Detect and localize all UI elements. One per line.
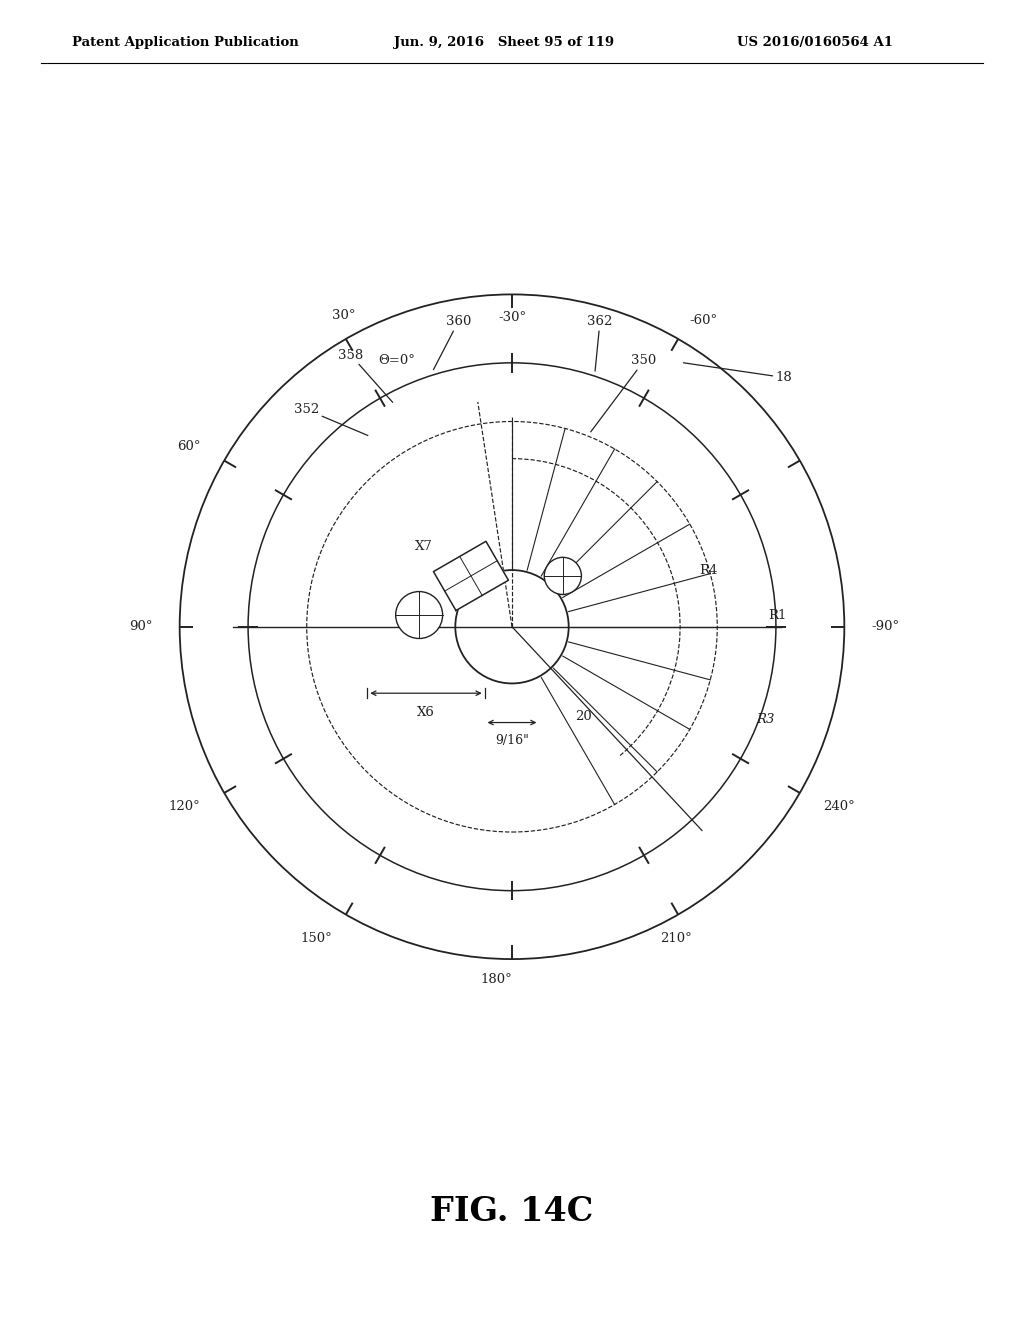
Text: -30°: -30° <box>498 310 526 323</box>
Text: 210°: 210° <box>660 932 692 945</box>
Circle shape <box>545 557 582 594</box>
Text: US 2016/0160564 A1: US 2016/0160564 A1 <box>737 36 893 49</box>
Text: 20: 20 <box>575 710 592 723</box>
Text: Jun. 9, 2016   Sheet 95 of 119: Jun. 9, 2016 Sheet 95 of 119 <box>394 36 614 49</box>
Text: 352: 352 <box>294 403 368 436</box>
Text: 120°: 120° <box>169 800 201 813</box>
Text: Patent Application Publication: Patent Application Publication <box>72 36 298 49</box>
Text: 150°: 150° <box>300 932 332 945</box>
Text: 360: 360 <box>433 315 471 370</box>
Circle shape <box>395 591 442 639</box>
Text: 90°: 90° <box>129 620 153 634</box>
Text: 240°: 240° <box>823 800 855 813</box>
Text: Θ=0°: Θ=0° <box>378 354 415 367</box>
Text: -90°: -90° <box>871 620 900 634</box>
Text: 358: 358 <box>338 348 392 403</box>
Text: 30°: 30° <box>332 309 355 322</box>
Text: FIG. 14C: FIG. 14C <box>430 1195 594 1228</box>
Text: 350: 350 <box>591 354 656 432</box>
Text: 60°: 60° <box>177 441 201 453</box>
Text: 18: 18 <box>683 363 793 384</box>
Text: R1: R1 <box>768 609 786 622</box>
Text: -60°: -60° <box>689 314 717 327</box>
Text: 9/16": 9/16" <box>495 734 529 747</box>
Text: 362: 362 <box>588 315 612 371</box>
Text: X6: X6 <box>417 706 435 719</box>
Text: R3: R3 <box>757 713 775 726</box>
Text: X7: X7 <box>415 540 433 553</box>
Polygon shape <box>433 541 509 611</box>
Text: R4: R4 <box>699 564 718 577</box>
Text: 180°: 180° <box>480 973 512 986</box>
